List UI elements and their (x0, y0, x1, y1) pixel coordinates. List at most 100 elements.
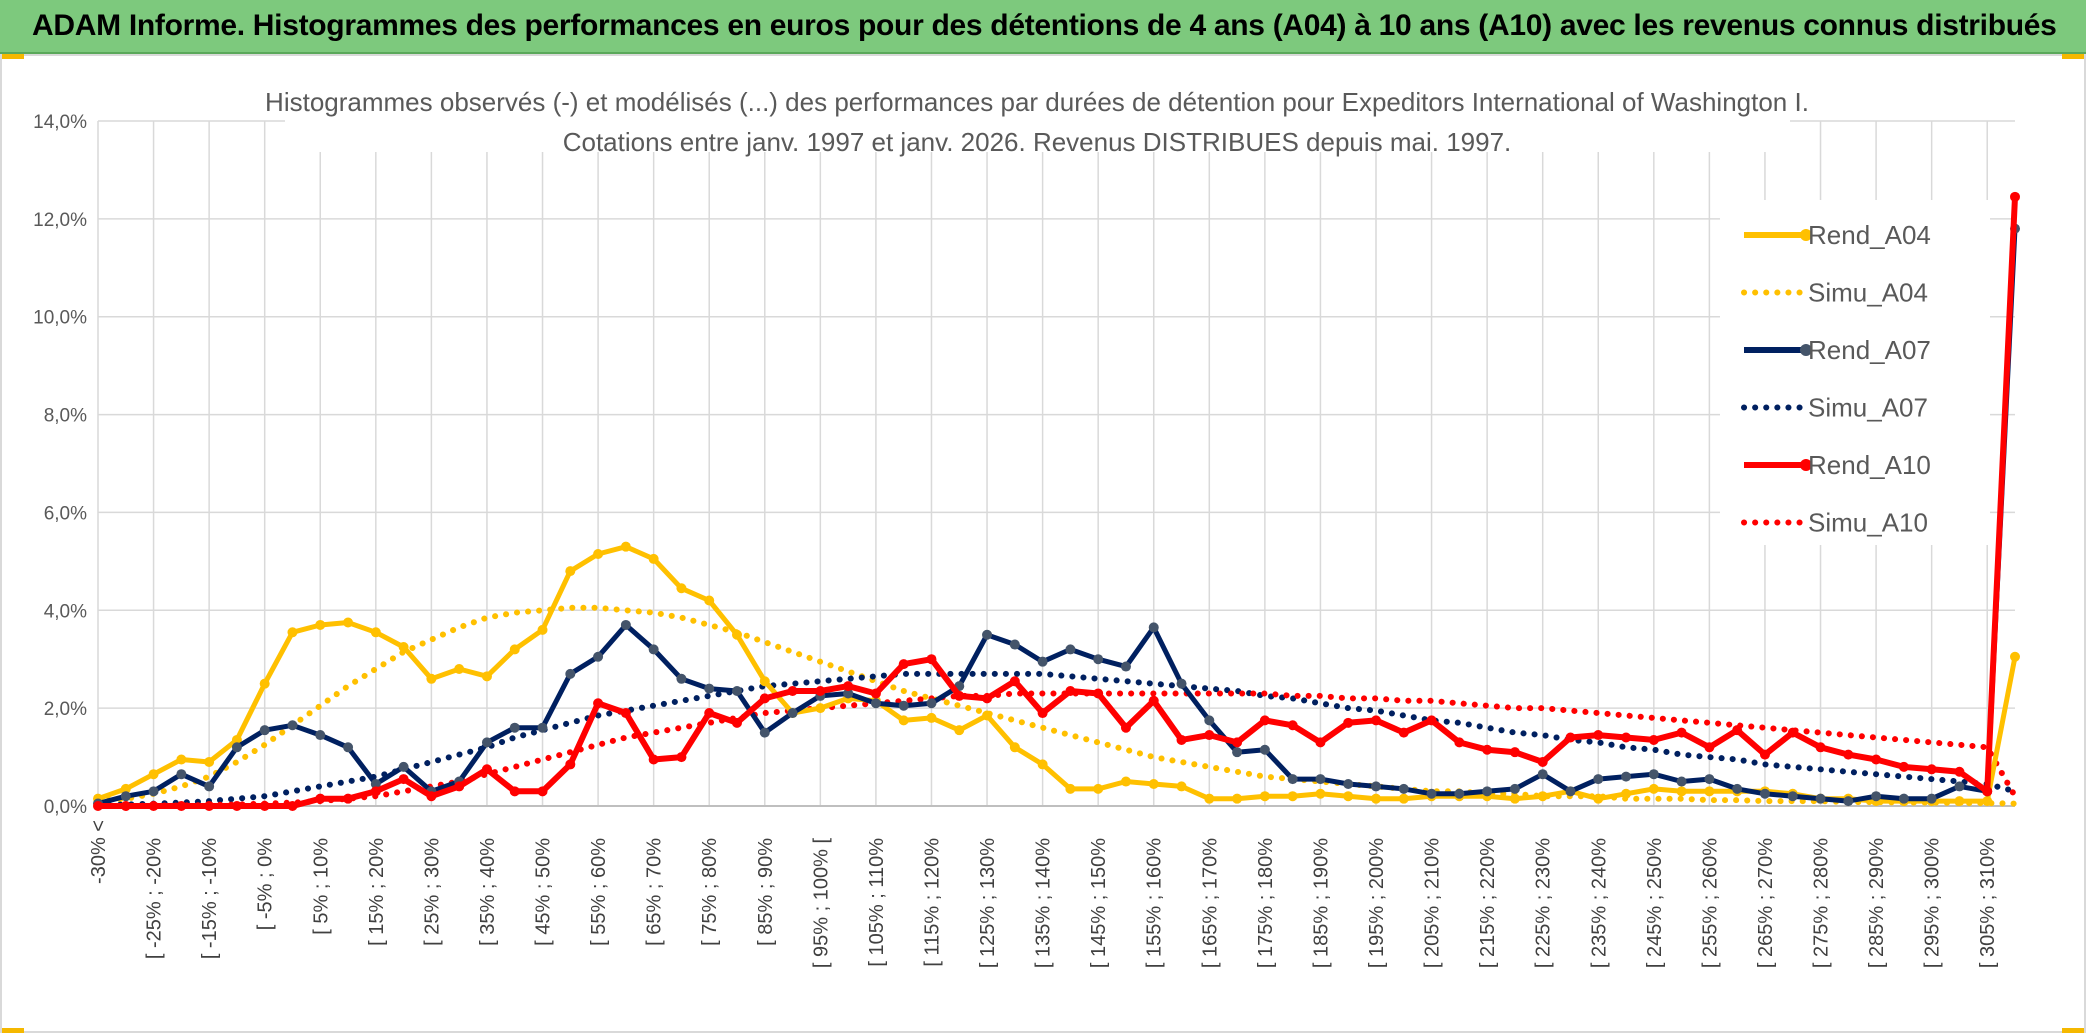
x-axis-ticks: -30% < [ -25% ; -20% [ -15% ; -10% [ -5% ; … (88, 820, 1999, 968)
legend-label: Simu_A07 (1808, 393, 1928, 423)
x-tick-label: [ 85% ; 90% (755, 838, 777, 946)
series-Rend_A04 (93, 541, 2020, 807)
data-point (398, 641, 409, 652)
data-point (1371, 793, 1381, 804)
data-point (148, 769, 159, 780)
series-Simu_A04 (95, 604, 2018, 807)
data-point (398, 761, 409, 772)
chart-subtitle-line-1: Histogrammes observés (-) et modélisés (… (265, 87, 1809, 117)
data-point (1398, 727, 1409, 738)
data-point (1232, 737, 1243, 748)
data-point (593, 698, 604, 709)
data-point (1593, 730, 1604, 741)
x-tick-label: [ -15% ; -10% (199, 838, 221, 959)
x-tick-label: [ 95% ; 100% [ (810, 838, 832, 969)
data-point (1621, 771, 1632, 782)
data-point (1120, 661, 1131, 672)
data-point (1204, 730, 1215, 741)
data-point (259, 725, 270, 736)
corner-mark (2062, 1028, 2084, 1033)
y-tick-label: 4,0% (44, 601, 87, 622)
data-point (176, 801, 187, 811)
x-tick-label: [ 125% ; 130% (977, 838, 999, 968)
data-point (1065, 644, 1076, 655)
data-point (982, 693, 993, 704)
data-point (1843, 749, 1854, 760)
data-point (1982, 786, 1993, 797)
data-point (1093, 688, 1104, 699)
data-point (1482, 744, 1493, 755)
data-point (1148, 778, 1159, 789)
data-point (620, 541, 631, 552)
data-point (120, 791, 131, 802)
data-point (231, 742, 242, 753)
x-tick-label: [ 175% ; 180% (1255, 838, 1277, 968)
data-point (843, 681, 854, 692)
data-point (1371, 781, 1381, 792)
data-point (732, 717, 742, 728)
x-tick-label: [ 205% ; 210% (1422, 838, 1444, 968)
data-point (1176, 734, 1187, 745)
series-line (97, 544, 2018, 804)
data-point (1398, 783, 1409, 794)
data-point (1120, 776, 1131, 787)
x-tick-label: [ 275% ; 280% (1811, 838, 1833, 968)
series-line (98, 196, 2018, 809)
legend-marker (1800, 229, 1812, 241)
data-point (1315, 774, 1326, 785)
data-point (204, 781, 215, 792)
data-point (898, 715, 909, 726)
y-tick-label: 6,0% (44, 503, 87, 524)
y-tick-label: 12,0% (33, 210, 87, 231)
data-point (454, 781, 465, 792)
data-point (204, 801, 215, 811)
data-point (732, 629, 742, 640)
data-point (1732, 783, 1743, 794)
data-point (565, 566, 576, 577)
data-point (1176, 678, 1187, 689)
data-point (1704, 742, 1715, 753)
series-line (95, 670, 2018, 808)
series-line (95, 604, 2018, 807)
y-axis-ticks: 0,0% 2,0% 4,0% 6,0% 8,0% 10,0% 12,0% 14,0% (33, 112, 87, 818)
data-point (1371, 715, 1381, 726)
data-point (2010, 651, 2020, 662)
data-point (287, 627, 298, 638)
data-point (1648, 734, 1659, 745)
data-point (315, 793, 326, 804)
data-point (343, 793, 354, 804)
data-point (1676, 776, 1687, 787)
data-point (982, 629, 993, 640)
data-point (787, 708, 798, 719)
subtitle-background (285, 80, 1790, 152)
data-point (1315, 788, 1326, 799)
data-point (1621, 732, 1632, 743)
legend-marker (1800, 459, 1812, 471)
data-point (1009, 639, 1020, 650)
data-point (176, 754, 187, 765)
data-point (1537, 756, 1548, 767)
data-point (1565, 732, 1576, 743)
data-point (1204, 793, 1215, 804)
data-point (1148, 622, 1159, 633)
x-tick-label: [ 265% ; 270% (1755, 838, 1777, 968)
data-point (926, 654, 937, 665)
data-point (1287, 774, 1298, 785)
data-point (1037, 708, 1048, 719)
data-point (1759, 749, 1770, 760)
data-point (287, 720, 298, 731)
x-tick-label: [ 25% ; 30% (421, 838, 443, 946)
data-point (1287, 720, 1298, 731)
data-point (315, 730, 326, 741)
legend-item-Rend_A04: Rend_A04 (1744, 220, 1931, 250)
data-point (1926, 764, 1937, 775)
corner-mark (2, 1028, 24, 1033)
data-point (704, 595, 715, 606)
data-point (593, 651, 604, 662)
data-point (426, 673, 437, 684)
data-point (648, 644, 659, 655)
data-point (1204, 715, 1215, 726)
x-tick-label: [ 35% ; 40% (477, 838, 499, 946)
data-point (982, 710, 993, 721)
